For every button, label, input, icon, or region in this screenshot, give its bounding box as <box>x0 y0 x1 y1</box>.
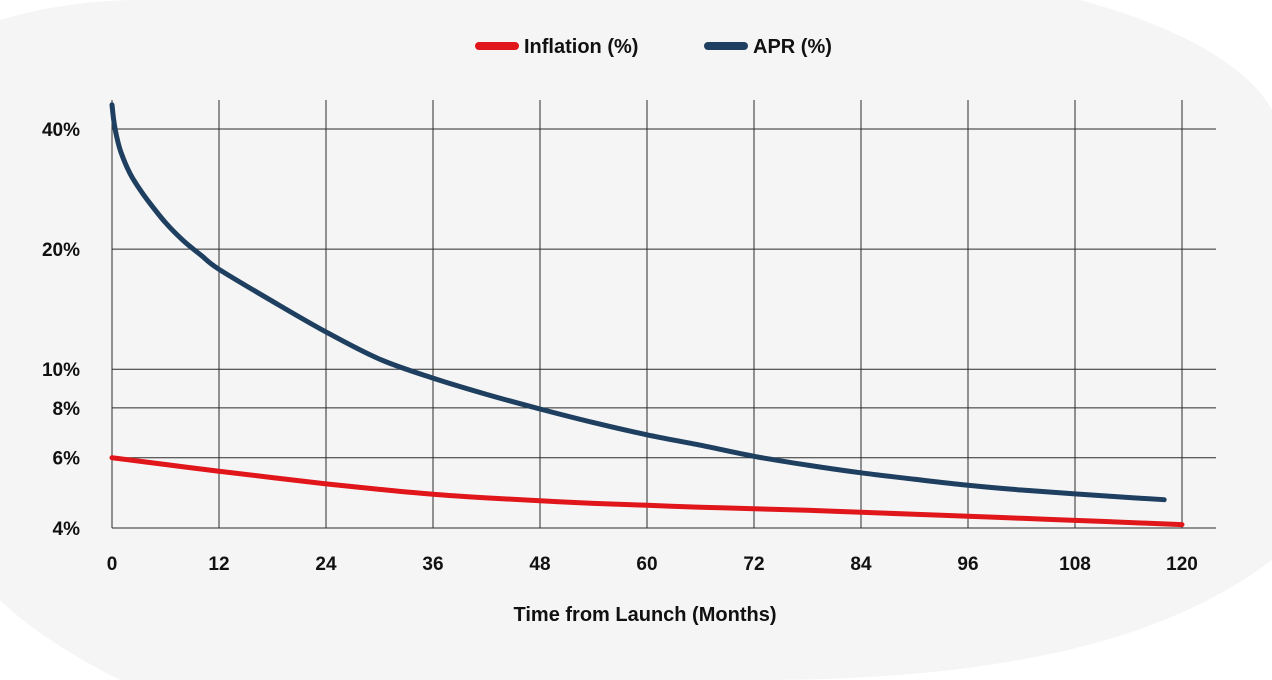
y-tick-label: 6% <box>53 449 81 470</box>
grid <box>111 100 1216 529</box>
y-tick-label: 40% <box>42 120 80 141</box>
series-line-apr <box>109 102 1167 503</box>
legend-label-inflation: Inflation (%) <box>524 36 638 58</box>
x-tick-label: 48 <box>529 554 550 575</box>
x-tick-label: 96 <box>957 554 978 575</box>
series-lines <box>109 102 1185 528</box>
tick-labels: 0 12 24 36 48 60 72 84 96 108 120 4% 6% 8% 10% 20% 40% <box>42 120 1198 575</box>
x-tick-label: 0 <box>107 554 118 575</box>
x-tick-label: 12 <box>208 554 229 575</box>
x-tick-label: 72 <box>743 554 764 575</box>
legend: Inflation (%) APR (%) <box>475 36 832 58</box>
x-tick-label: 84 <box>850 554 872 575</box>
legend-item-inflation: Inflation (%) <box>475 36 638 58</box>
y-tick-label: 4% <box>53 519 81 540</box>
x-tick-label: 60 <box>636 554 657 575</box>
y-tick-label: 20% <box>42 240 80 261</box>
series-line-inflation <box>109 455 1185 528</box>
y-tick-label: 8% <box>53 399 81 420</box>
legend-item-apr: APR (%) <box>704 36 832 58</box>
x-tick-label: 24 <box>315 554 337 575</box>
x-tick-label: 108 <box>1059 554 1091 575</box>
x-tick-label: 36 <box>422 554 443 575</box>
y-tick-label: 10% <box>42 360 80 381</box>
legend-label-apr: APR (%) <box>753 36 832 58</box>
x-axis-title: Time from Launch (Months) <box>514 604 777 626</box>
x-tick-label: 120 <box>1166 554 1198 575</box>
